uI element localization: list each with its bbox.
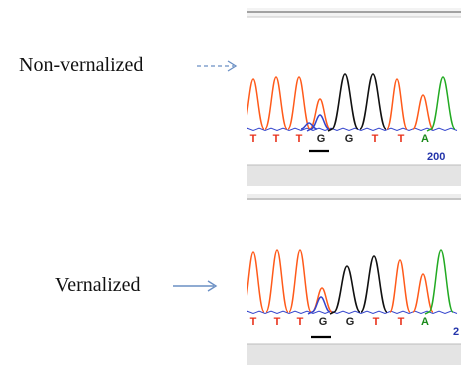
base-call: A	[421, 133, 429, 145]
baseline-trace	[247, 310, 458, 315]
top-chromatogram: T T T G G T T A 200	[247, 8, 461, 186]
vernalized-arrow	[173, 280, 218, 292]
base-call: G	[319, 316, 328, 328]
trace-g	[329, 255, 388, 315]
trace-g	[327, 73, 387, 132]
top-chromatogram-panel: T T T G G T T A 200	[247, 8, 461, 186]
base-call: T	[274, 316, 281, 328]
base-call: G	[345, 133, 354, 145]
trace-a	[424, 249, 454, 315]
trace-t	[247, 76, 434, 130]
trace-t	[247, 249, 434, 313]
base-call: G	[346, 316, 355, 328]
bottom-chromatogram: T T T G G T T A 2	[247, 194, 461, 365]
base-call: T	[373, 316, 380, 328]
bottom-position-label: 2	[453, 326, 459, 338]
base-call: T	[398, 133, 405, 145]
trace-a	[426, 76, 456, 132]
base-call: T	[398, 316, 405, 328]
base-call: T	[297, 316, 304, 328]
base-call: T	[250, 316, 257, 328]
top-position-label: 200	[427, 151, 445, 163]
base-call: T	[372, 133, 379, 145]
vernalized-label: Vernalized	[55, 274, 141, 296]
non-vernalized-label: Non-vernalized	[19, 54, 144, 76]
top-trace-group	[247, 73, 458, 132]
non-vernalized-arrow	[197, 60, 238, 72]
bottom-chromatogram-panel: T T T G G T T A 2	[247, 194, 461, 365]
bottom-trace-group	[247, 249, 458, 315]
base-call: T	[273, 133, 280, 145]
baseline-trace	[247, 127, 458, 132]
base-call: A	[421, 316, 429, 328]
trace-c	[307, 296, 331, 315]
base-call: G	[317, 133, 326, 145]
base-call: T	[296, 133, 303, 145]
trace-c	[300, 114, 330, 132]
base-call: T	[250, 133, 257, 145]
